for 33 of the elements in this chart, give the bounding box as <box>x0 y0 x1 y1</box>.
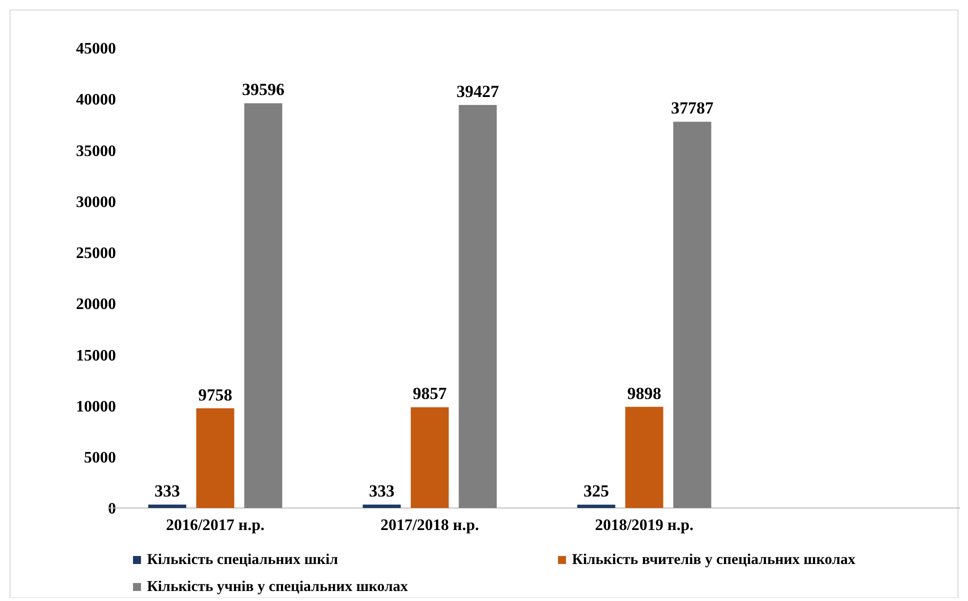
data-label: 39427 <box>456 82 500 101</box>
data-label: 333 <box>369 482 394 501</box>
data-label: 37787 <box>671 98 714 118</box>
legend-label: Кількість спеціальних шкіл <box>147 552 339 568</box>
data-label: 39596 <box>242 80 284 100</box>
y-tick-label: 20000 <box>76 296 116 314</box>
y-tick-label: 40000 <box>76 92 116 109</box>
data-label: 9857 <box>412 384 448 404</box>
y-tick-label: 10000 <box>76 398 116 416</box>
y-tick-label: 35000 <box>76 142 116 160</box>
data-label: 9898 <box>627 384 662 403</box>
bar <box>577 504 616 508</box>
bar <box>673 122 712 508</box>
x-tick-label: 2018/2019 н.р. <box>594 517 694 534</box>
y-tick-label: 45000 <box>76 40 116 58</box>
x-tick-label: 2016/2017 н.р. <box>166 517 265 534</box>
bar <box>148 504 186 508</box>
bar <box>625 406 664 508</box>
bar <box>244 103 282 508</box>
y-tick-label: 25000 <box>76 245 116 262</box>
bar <box>362 504 401 508</box>
x-tick-label: 2017/2018 н.р. <box>380 517 480 534</box>
y-tick-label: 5000 <box>84 449 116 466</box>
bar <box>458 104 497 508</box>
legend-label: Кількість учнів у спеціальних школах <box>147 579 408 595</box>
y-tick-label: 15000 <box>76 347 116 364</box>
data-label: 325 <box>584 482 609 501</box>
bar <box>196 408 234 508</box>
data-label: 9758 <box>198 385 232 404</box>
legend-label: Кількість вчителів у спеціальних школах <box>572 552 856 568</box>
y-tick-label: 30000 <box>76 194 116 211</box>
data-label: 333 <box>154 482 180 501</box>
bar <box>410 407 449 508</box>
